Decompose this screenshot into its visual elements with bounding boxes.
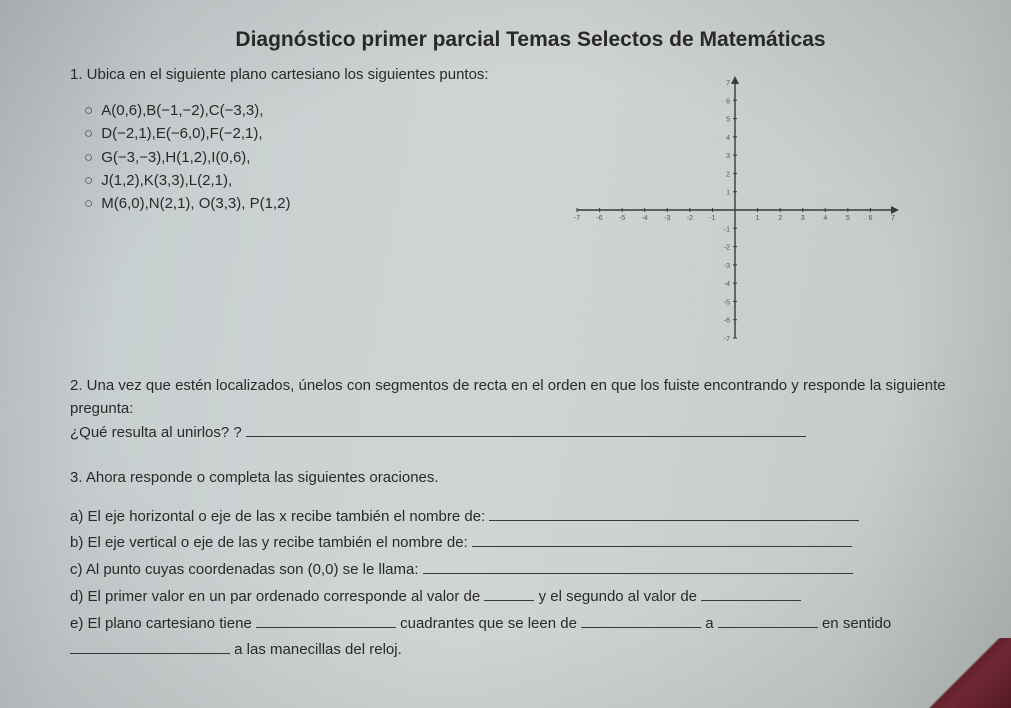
svg-text:-5: -5: [724, 299, 730, 306]
answer-blank[interactable]: [484, 586, 534, 601]
answer-blank[interactable]: [256, 613, 396, 628]
svg-text:6: 6: [868, 215, 872, 222]
svg-text:7: 7: [891, 215, 895, 222]
svg-text:-2: -2: [724, 245, 730, 252]
svg-text:-2: -2: [687, 215, 693, 222]
q2-text-b: ¿Qué resulta al unirlos? ?: [70, 424, 242, 441]
q1-lead: 1. Ubica en el siguiente plano cartesian…: [70, 66, 489, 83]
svg-text:4: 4: [726, 135, 730, 142]
svg-text:4: 4: [823, 215, 827, 222]
q3d-pre: d) El primer valor en un par ordenado co…: [70, 588, 480, 605]
page-corner-fold: [921, 638, 1011, 708]
q3a-text: a) El eje horizontal o eje de las x reci…: [70, 508, 485, 525]
svg-text:1: 1: [726, 190, 730, 197]
answer-blank[interactable]: [246, 422, 806, 437]
svg-text:6: 6: [726, 98, 730, 105]
svg-text:7: 7: [726, 80, 730, 87]
svg-text:2: 2: [778, 215, 782, 222]
points-line: M(6,0),N(2,1), O(3,3), P(1,2): [84, 192, 489, 215]
answer-blank[interactable]: [701, 586, 801, 601]
svg-text:-6: -6: [596, 215, 602, 222]
q3c-text: c) Al punto cuyas coordenadas son (0,0) …: [70, 561, 419, 578]
svg-text:-1: -1: [724, 226, 730, 233]
svg-text:5: 5: [846, 215, 850, 222]
answer-blank[interactable]: [70, 639, 230, 654]
q3e-a: a: [705, 615, 713, 632]
svg-text:-4: -4: [641, 215, 647, 222]
points-line: A(0,6),B(−1,−2),C(−3,3),: [84, 99, 489, 122]
svg-text:-4: -4: [724, 281, 730, 288]
q3e-end: en sentido: [822, 615, 891, 632]
svg-text:-3: -3: [664, 215, 670, 222]
q3e-pre: e) El plano cartesiano tiene: [70, 615, 252, 632]
points-list: A(0,6),B(−1,−2),C(−3,3), D(−2,1),E(−6,0)…: [84, 99, 489, 215]
page-title: Diagnóstico primer parcial Temas Selecto…: [110, 28, 951, 52]
svg-text:-6: -6: [724, 318, 730, 325]
answer-blank[interactable]: [423, 559, 853, 574]
answer-blank[interactable]: [472, 532, 852, 547]
answer-blank[interactable]: [581, 613, 701, 628]
question-2: 2. Una vez que estén localizados, únelos…: [70, 374, 951, 444]
answer-blank[interactable]: [718, 613, 818, 628]
svg-text:-7: -7: [724, 336, 730, 343]
q3-lead: 3. Ahora responde o completa las siguien…: [70, 466, 951, 491]
q3e-mid: cuadrantes que se leen de: [400, 615, 577, 632]
q3b-text: b) El eje vertical o eje de las y recibe…: [70, 534, 468, 551]
q3d-mid: y el segundo al valor de: [539, 588, 697, 605]
svg-text:5: 5: [726, 117, 730, 124]
svg-text:-5: -5: [619, 215, 625, 222]
svg-text:-3: -3: [724, 263, 730, 270]
points-line: J(1,2),K(3,3),L(2,1),: [84, 169, 489, 192]
svg-text:3: 3: [726, 153, 730, 160]
svg-text:3: 3: [801, 215, 805, 222]
svg-text:-7: -7: [574, 215, 580, 222]
svg-text:-1: -1: [709, 215, 715, 222]
cartesian-plane: -7 -6 -5 -4 -3 -2 -1 1 2 3 4 5 6 7 1 2 3 4 5 6 7 -1 -2 -3 -4 -5 -6…: [565, 70, 905, 350]
question-3: 3. Ahora responde o completa las siguien…: [70, 466, 951, 663]
svg-text:2: 2: [726, 171, 730, 178]
svg-text:1: 1: [755, 215, 759, 222]
points-line: D(−2,1),E(−6,0),F(−2,1),: [84, 122, 489, 145]
q3e-last: a las manecillas del reloj.: [234, 641, 402, 658]
answer-blank[interactable]: [489, 506, 859, 521]
q2-text-a: 2. Una vez que estén localizados, únelos…: [70, 374, 951, 421]
points-line: G(−3,−3),H(1,2),I(0,6),: [84, 146, 489, 169]
